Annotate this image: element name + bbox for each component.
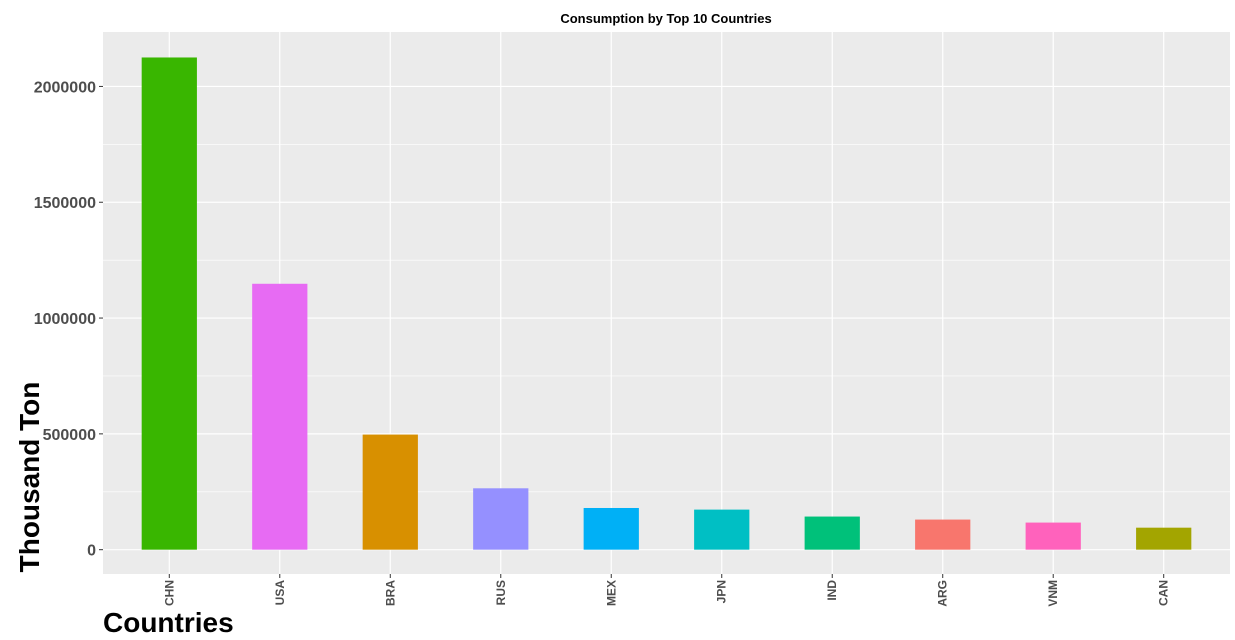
bar-bra xyxy=(362,434,418,550)
chart-title: Consumption by Top 10 Countries xyxy=(560,11,771,26)
x-tick-label: IND xyxy=(825,580,839,601)
y-tick-label: 2000000 xyxy=(34,79,96,96)
y-axis-title: Thousand Ton xyxy=(14,382,45,573)
y-tick-label: 0 xyxy=(87,543,96,560)
bar-mex xyxy=(583,507,639,550)
bar-usa xyxy=(252,283,308,550)
y-tick-label: 1500000 xyxy=(34,195,96,212)
y-tick-label: 1000000 xyxy=(34,311,96,328)
y-axis-ticks: 0 500000 1000000 1500000 2000000 xyxy=(34,79,103,560)
x-axis-ticks: CHN USA BRA RUS MEX JPN IND ARG VNM CAN xyxy=(162,574,1171,607)
x-tick-label: ARG xyxy=(936,580,950,607)
x-tick-label: VNM xyxy=(1046,580,1060,607)
bar-ind xyxy=(804,516,860,550)
x-tick-label: RUS xyxy=(494,580,508,605)
y-tick-label: 500000 xyxy=(43,427,96,444)
x-tick-label: BRA xyxy=(383,580,397,606)
bar-chn xyxy=(141,57,197,550)
bars xyxy=(141,57,1192,550)
bar-rus xyxy=(473,488,529,550)
x-tick-label: MEX xyxy=(604,580,618,606)
x-tick-label: JPN xyxy=(715,580,729,603)
x-tick-label: CAN xyxy=(1157,580,1171,606)
x-tick-label: USA xyxy=(273,580,287,606)
x-axis-title: Countries xyxy=(103,607,234,638)
bar-arg xyxy=(915,519,971,550)
bar-vnm xyxy=(1025,522,1081,550)
x-tick-label: CHN xyxy=(162,580,176,606)
bar-jpn xyxy=(694,509,750,550)
bar-can xyxy=(1136,527,1192,550)
